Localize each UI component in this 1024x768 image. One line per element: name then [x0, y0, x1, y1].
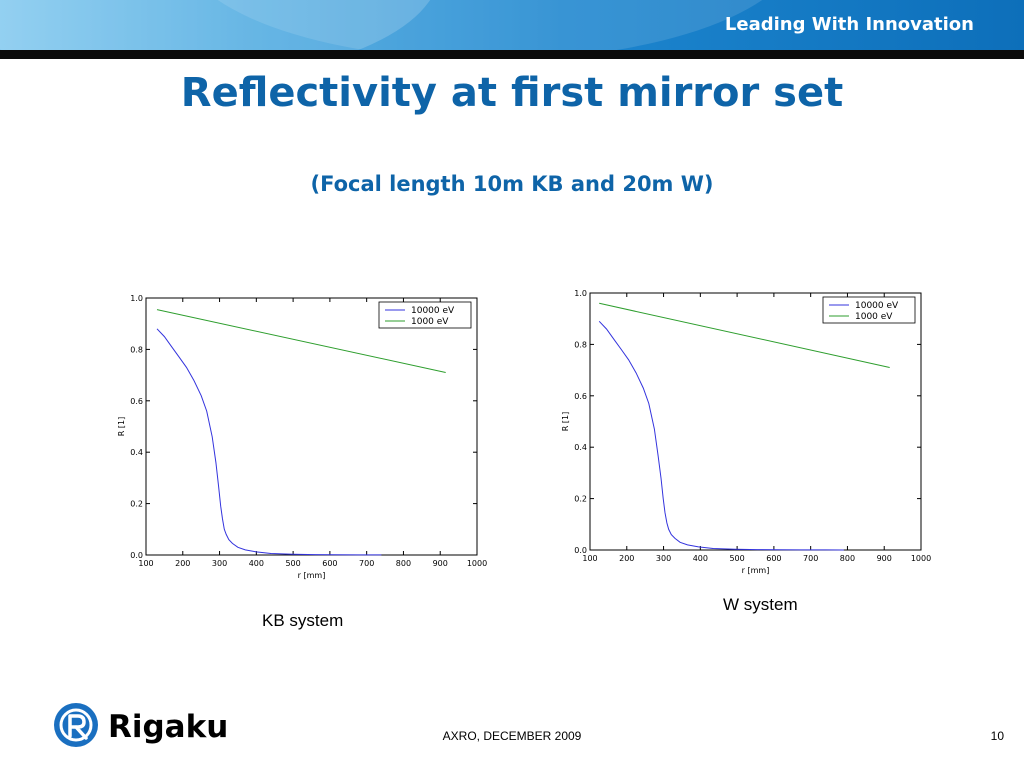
x-tick-label: 500 — [729, 554, 744, 563]
w-reflectivity-chart: 100 200 300 400 500 600 700 800 900 1000 0.0 0.2 0.4… — [561, 289, 931, 575]
x-tick-label: 800 — [396, 559, 411, 568]
x-tick-label: 400 — [249, 559, 264, 568]
legend-label: 10000 eV — [855, 301, 899, 311]
x-tick-label: 800 — [840, 554, 855, 563]
x-tick-label: 600 — [766, 554, 781, 563]
slide-subtitle: (Focal length 10m KB and 20m W) — [310, 172, 714, 196]
x-tick-label: 200 — [619, 554, 634, 563]
header-banner: Leading With Innovation — [0, 0, 1024, 50]
plot-frame — [589, 292, 922, 551]
x-axis-label: r [mm] — [742, 566, 770, 575]
rigaku-logo-mark — [54, 703, 98, 747]
w-chart-caption: W system — [723, 595, 798, 614]
x-tick-label: 100 — [138, 559, 153, 568]
y-tick-label: 1.0 — [130, 294, 143, 303]
x-tick-label: 300 — [212, 559, 227, 568]
rigaku-logo-text: Rigaku — [108, 709, 228, 745]
x-tick-label: 500 — [285, 559, 300, 568]
series-line-1000-ev — [156, 309, 446, 373]
y-tick-label: 0.8 — [130, 345, 143, 354]
y-tick-label: 0.6 — [574, 392, 587, 401]
y-tick-label: 0.4 — [574, 443, 587, 452]
kb-chart-caption: KB system — [262, 611, 344, 630]
x-tick-label: 700 — [359, 559, 374, 568]
footer-text: AXRO, DECEMBER 2009 — [442, 729, 582, 743]
plot-frame — [145, 297, 478, 556]
legend-label: 1000 eV — [855, 312, 893, 322]
y-tick-label: 1.0 — [574, 289, 587, 298]
y-tick-label: 0.4 — [130, 448, 143, 457]
y-tick-label: 0.0 — [130, 551, 143, 560]
slide-title: Reflectivity at first mirror set — [180, 70, 844, 116]
x-tick-label: 900 — [433, 559, 448, 568]
x-tick-label: 1000 — [911, 554, 931, 563]
series-line-10000-ev — [156, 328, 382, 556]
x-tick-label: 400 — [693, 554, 708, 563]
legend-box — [822, 296, 916, 324]
y-tick-label: 0.6 — [130, 397, 143, 406]
x-tick-label: 600 — [322, 559, 337, 568]
rigaku-logo: Rigaku — [54, 703, 228, 747]
x-tick-label: 700 — [803, 554, 818, 563]
legend-label: 10000 eV — [411, 306, 455, 316]
x-tick-label: 200 — [175, 559, 190, 568]
x-axis-label: r [mm] — [298, 571, 326, 580]
header-tagline: Leading With Innovation — [724, 14, 974, 35]
x-tick-label: 300 — [656, 554, 671, 563]
y-tick-label: 0.2 — [130, 500, 143, 509]
y-axis-label: R [1] — [117, 417, 126, 436]
x-tick-label: 900 — [877, 554, 892, 563]
x-tick-label: 1000 — [467, 559, 487, 568]
banner-swoosh — [0, 0, 440, 50]
x-tick-label: 100 — [582, 554, 597, 563]
header-divider — [0, 50, 1024, 59]
y-axis-label: R [1] — [561, 412, 570, 431]
y-tick-label: 0.2 — [574, 495, 587, 504]
series-line-10000-ev — [598, 320, 844, 551]
page-number: 10 — [990, 729, 1004, 743]
kb-reflectivity-chart: 100 200 300 400 500 600 700 800 900 1000 0.0 0.2 0.4… — [117, 294, 487, 580]
y-tick-label: 0.8 — [574, 340, 587, 349]
y-tick-label: 0.0 — [574, 546, 587, 555]
legend-label: 1000 eV — [411, 317, 449, 327]
series-line-1000-ev — [599, 302, 890, 368]
legend-box — [378, 301, 472, 329]
